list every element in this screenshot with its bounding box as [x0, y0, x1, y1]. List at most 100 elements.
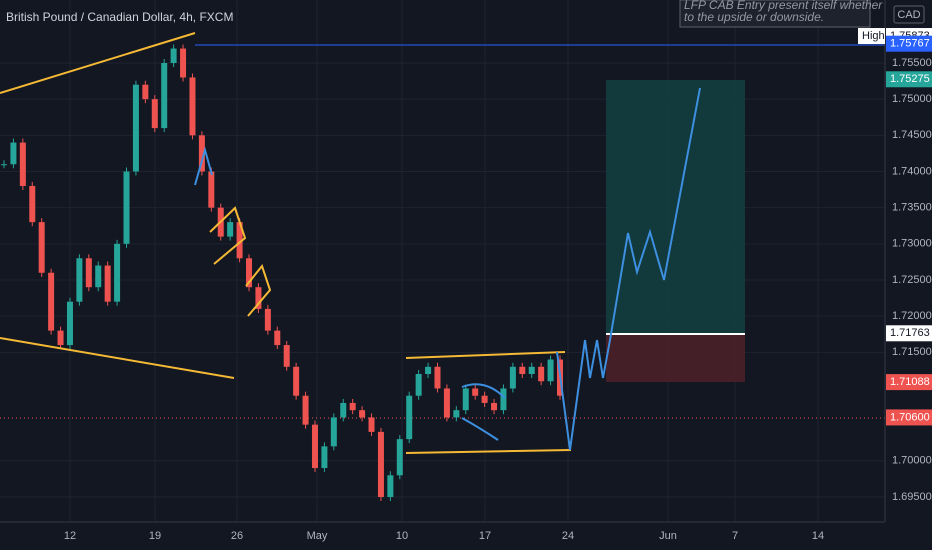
candle: [443, 388, 450, 418]
y-tick-label: 1.71500: [892, 346, 932, 358]
candle: [114, 243, 121, 302]
candle: [425, 366, 432, 375]
trendlines: [0, 32, 572, 454]
price-badge: [886, 409, 932, 426]
candle: [472, 388, 479, 396]
projected-path: [556, 87, 701, 451]
candle: [48, 272, 55, 331]
price-badge-label: 1.70600: [890, 411, 930, 423]
price-badge: [886, 71, 932, 88]
price-badge-label: 1.71763: [890, 327, 930, 339]
candle: [264, 308, 271, 331]
candle: [161, 62, 168, 129]
candle: [349, 402, 356, 411]
candle: [246, 258, 253, 288]
candle: [123, 171, 130, 244]
candle: [208, 171, 215, 208]
candle: [19, 142, 26, 186]
candle: [198, 135, 205, 172]
x-tick-label: May: [307, 530, 328, 542]
candle: [236, 222, 243, 259]
candle: [528, 366, 535, 375]
candle: [330, 417, 337, 447]
annotation-text: to the upside or downside.: [684, 10, 824, 24]
grid: [0, 0, 885, 522]
candle: [462, 388, 469, 411]
currency-button[interactable]: [893, 5, 925, 24]
candle: [538, 366, 545, 382]
candle: [95, 265, 102, 288]
price-badge-label: 1.75275: [890, 73, 930, 85]
candle: [547, 359, 554, 382]
channel: [461, 383, 506, 441]
y-tick-label: 1.72000: [892, 310, 932, 322]
y-tick-label: 1.72500: [892, 274, 932, 286]
y-tick-label: 1.75000: [892, 93, 932, 105]
candle: [359, 410, 366, 418]
y-tick-label: 1.74500: [892, 129, 932, 141]
chart-title: British Pound / Canadian Dollar, 4h, FXC…: [6, 10, 233, 24]
candle: [293, 366, 300, 396]
candle: [453, 410, 460, 418]
y-tick-label: 1.75500: [892, 57, 932, 69]
price-badge-label: 1.71088: [890, 376, 930, 388]
price-axis: [885, 0, 932, 550]
candle: [180, 48, 187, 78]
trendline: [0, 32, 196, 94]
candle: [104, 265, 111, 302]
candle: [406, 395, 413, 440]
x-tick-label: 10: [396, 530, 408, 542]
trendline: [405, 351, 566, 359]
candle: [509, 366, 516, 389]
projection: [194, 87, 701, 451]
x-tick-label: 24: [562, 530, 574, 542]
annotation-text: LFP CAB Entry present itself whether: [684, 0, 883, 12]
candle: [387, 475, 394, 497]
candle: [142, 84, 149, 100]
candle: [491, 402, 498, 411]
price-badge: [886, 325, 932, 342]
candle: [255, 287, 262, 309]
candle: [274, 330, 281, 346]
candle: [29, 185, 36, 223]
candle: [170, 48, 177, 63]
candle: [85, 258, 92, 288]
y-tick-label: 1.70000: [892, 455, 932, 467]
high-label: High: [862, 30, 885, 42]
flag: [245, 263, 272, 317]
candle: [10, 142, 17, 165]
x-tick-label: 14: [812, 530, 824, 542]
price-badge: [886, 35, 932, 52]
candle: [189, 77, 196, 136]
candle: [227, 222, 234, 237]
channel: [194, 146, 213, 186]
profit-zone: [606, 80, 745, 334]
y-tick-label: 1.74000: [892, 165, 932, 177]
candle: [434, 366, 441, 389]
x-tick-label: Jun: [659, 530, 677, 542]
candle: [340, 402, 347, 418]
candle: [481, 395, 488, 403]
trendline: [405, 449, 572, 454]
annotation-box: [679, 0, 871, 28]
candle: [415, 374, 422, 396]
y-tick-label: 1.73500: [892, 202, 932, 214]
candle: [311, 424, 318, 469]
x-tick-label: 17: [479, 530, 491, 542]
candle: [283, 345, 290, 367]
candle: [76, 258, 83, 302]
candle: [57, 330, 64, 346]
loss-zone: [606, 334, 745, 382]
candle: [377, 431, 384, 497]
x-tick-label: 19: [149, 530, 161, 542]
currency[interactable]: CAD: [897, 9, 920, 21]
candle: [302, 395, 309, 425]
candle: [66, 301, 73, 346]
price-badge: [886, 374, 932, 391]
price-badge-label: 1.75767: [890, 38, 930, 50]
y-tick-label: 1.73000: [892, 238, 932, 250]
y-tick-label: 1.69500: [892, 491, 932, 503]
